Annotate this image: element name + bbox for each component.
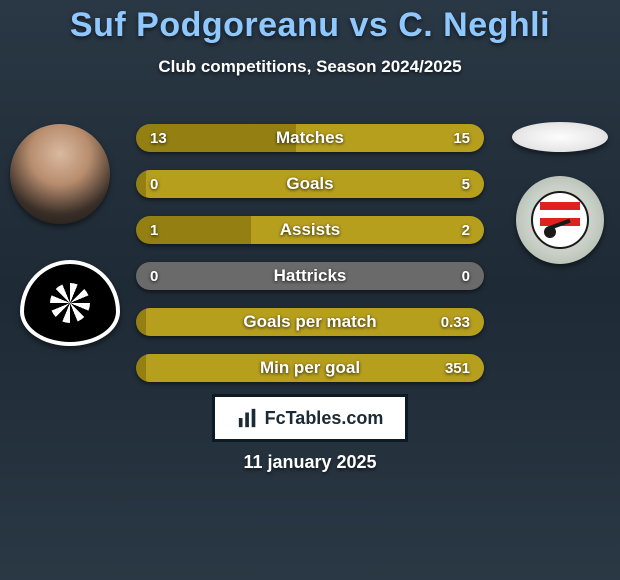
stat-bars-container: 1315Matches 05Goals 12Assists 00Hattricks 0.… <box>136 124 484 400</box>
stat-bar-right <box>146 308 484 336</box>
stat-bar-left <box>136 308 146 336</box>
season-subtitle: Club competitions, Season 2024/2025 <box>0 57 620 77</box>
stat-bar-left <box>136 124 296 152</box>
player-left-name: Suf Podgoreanu <box>70 6 340 44</box>
stat-bar-right <box>251 216 484 244</box>
player-right-name: C. Neghli <box>398 6 550 44</box>
brand-chart-icon <box>237 407 259 429</box>
club-right-badge: stripe <box>516 176 604 264</box>
stat-bar-left <box>136 216 251 244</box>
footer-date: 11 january 2025 <box>0 452 620 473</box>
stat-bar-left <box>136 262 310 290</box>
stat-bar-right <box>296 124 484 152</box>
player-right-avatar <box>512 122 608 152</box>
brand-badge: FcTables.com <box>212 394 408 442</box>
stat-bar-right <box>146 170 484 198</box>
stat-bar-right <box>146 354 484 382</box>
stat-bar-right <box>310 262 484 290</box>
stat-row: 05Goals <box>136 170 484 198</box>
stat-row: 351Min per goal <box>136 354 484 382</box>
club-left-badge <box>20 260 120 346</box>
stat-bar-left <box>136 170 146 198</box>
stat-bar-left <box>136 354 146 382</box>
stat-row: 00Hattricks <box>136 262 484 290</box>
club-right-icon: stripe <box>530 190 590 250</box>
stat-row: 0.33Goals per match <box>136 308 484 336</box>
stat-row: 1315Matches <box>136 124 484 152</box>
stat-row: 12Assists <box>136 216 484 244</box>
comparison-title: Suf Podgoreanu vs C. Neghli <box>0 0 620 45</box>
brand-text: FcTables.com <box>265 408 384 429</box>
vs-word: vs <box>349 6 388 44</box>
player-left-avatar <box>10 124 110 224</box>
